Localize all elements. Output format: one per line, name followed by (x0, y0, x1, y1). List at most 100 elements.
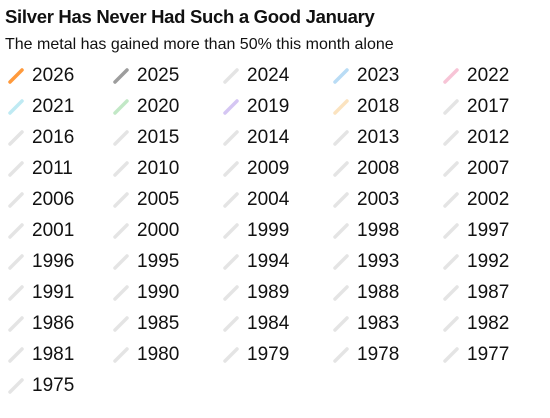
legend-line-2005 (113, 192, 129, 208)
legend-label-2010: 2010 (137, 158, 180, 179)
legend-label-1983: 1983 (357, 313, 400, 334)
legend-item-1996: 1996 (0, 250, 110, 280)
legend-line-2007 (443, 161, 459, 177)
legend-swatch-1977 (443, 347, 459, 363)
legend-line-2010 (113, 161, 129, 177)
legend-item-2003: 2003 (325, 188, 435, 218)
legend-swatch-2007 (443, 161, 459, 177)
legend-label-2020: 2020 (137, 96, 180, 117)
legend-line-1978 (333, 347, 349, 363)
legend-label-1988: 1988 (357, 282, 400, 303)
legend-label-2001: 2001 (32, 220, 75, 241)
legend-line-1980 (113, 347, 129, 363)
legend-swatch-2003 (333, 192, 349, 208)
legend-swatch-1983 (333, 316, 349, 332)
legend-label-2018: 2018 (357, 96, 400, 117)
legend-item-1991: 1991 (0, 281, 110, 311)
legend-item-2021: 2021 (0, 95, 110, 125)
legend-label-2022: 2022 (467, 65, 510, 86)
legend-item-2002: 2002 (435, 188, 545, 218)
legend-label-1998: 1998 (357, 220, 400, 241)
legend-item-1977: 1977 (435, 343, 545, 373)
legend-label-1989: 1989 (247, 282, 290, 303)
legend-label-1984: 1984 (247, 313, 290, 334)
legend-label-2002: 2002 (467, 189, 510, 210)
legend-swatch-2026 (8, 68, 24, 84)
chart-title: Silver Has Never Had Such a Good January (5, 6, 375, 27)
legend-item-2015: 2015 (105, 126, 215, 156)
legend-label-2021: 2021 (32, 96, 75, 117)
legend-swatch-2014 (223, 130, 239, 146)
legend-line-1997 (443, 223, 459, 239)
legend-line-1984 (223, 316, 239, 332)
legend-line-1977 (443, 347, 459, 363)
legend-line-2011 (8, 161, 24, 177)
legend-line-2016 (8, 130, 24, 146)
legend-line-1989 (223, 285, 239, 301)
legend-label-2017: 2017 (467, 96, 510, 117)
legend-line-2017 (443, 99, 459, 115)
legend-item-2018: 2018 (325, 95, 435, 125)
legend-line-2022 (443, 68, 459, 84)
legend-label-2008: 2008 (357, 158, 400, 179)
legend-swatch-1998 (333, 223, 349, 239)
legend-item-2019: 2019 (215, 95, 325, 125)
legend-label-1977: 1977 (467, 344, 510, 365)
legend-swatch-2017 (443, 99, 459, 115)
legend-swatch-2015 (113, 130, 129, 146)
legend-item-2016: 2016 (0, 126, 110, 156)
legend-label-2025: 2025 (137, 65, 180, 86)
legend-swatch-1980 (113, 347, 129, 363)
legend-item-2001: 2001 (0, 219, 110, 249)
legend-swatch-1985 (113, 316, 129, 332)
legend-swatch-1981 (8, 347, 24, 363)
legend-label-1993: 1993 (357, 251, 400, 272)
legend-item-1999: 1999 (215, 219, 325, 249)
legend-item-1983: 1983 (325, 312, 435, 342)
legend-item-1982: 1982 (435, 312, 545, 342)
legend-line-2020 (113, 99, 129, 115)
legend-swatch-2020 (113, 99, 129, 115)
legend-line-1987 (443, 285, 459, 301)
legend-item-1984: 1984 (215, 312, 325, 342)
legend-label-2013: 2013 (357, 127, 400, 148)
legend-swatch-1990 (113, 285, 129, 301)
legend-line-2012 (443, 130, 459, 146)
legend-item-1979: 1979 (215, 343, 325, 373)
legend-line-1991 (8, 285, 24, 301)
legend-swatch-2009 (223, 161, 239, 177)
legend-item-2023: 2023 (325, 64, 435, 94)
legend-line-2014 (223, 130, 239, 146)
legend-label-2003: 2003 (357, 189, 400, 210)
legend-swatch-1994 (223, 254, 239, 270)
legend-label-2014: 2014 (247, 127, 290, 148)
legend-line-2009 (223, 161, 239, 177)
legend-swatch-2000 (113, 223, 129, 239)
legend-swatch-2010 (113, 161, 129, 177)
legend-item-2005: 2005 (105, 188, 215, 218)
legend-label-1991: 1991 (32, 282, 75, 303)
legend-label-1979: 1979 (247, 344, 290, 365)
legend-swatch-1988 (333, 285, 349, 301)
legend-item-2024: 2024 (215, 64, 325, 94)
legend-swatch-2002 (443, 192, 459, 208)
legend-swatch-1996 (8, 254, 24, 270)
legend-swatch-1999 (223, 223, 239, 239)
legend-swatch-1997 (443, 223, 459, 239)
legend-line-2000 (113, 223, 129, 239)
legend-label-1982: 1982 (467, 313, 510, 334)
legend-label-2007: 2007 (467, 158, 510, 179)
legend-swatch-2001 (8, 223, 24, 239)
legend-label-1975: 1975 (32, 375, 75, 396)
legend-item-1986: 1986 (0, 312, 110, 342)
legend-label-1981: 1981 (32, 344, 75, 365)
legend-line-1975 (8, 378, 24, 394)
legend-line-1993 (333, 254, 349, 270)
legend-swatch-2021 (8, 99, 24, 115)
legend-line-1983 (333, 316, 349, 332)
legend-item-2008: 2008 (325, 157, 435, 187)
legend-item-1998: 1998 (325, 219, 435, 249)
legend-swatch-2006 (8, 192, 24, 208)
legend-label-1990: 1990 (137, 282, 180, 303)
